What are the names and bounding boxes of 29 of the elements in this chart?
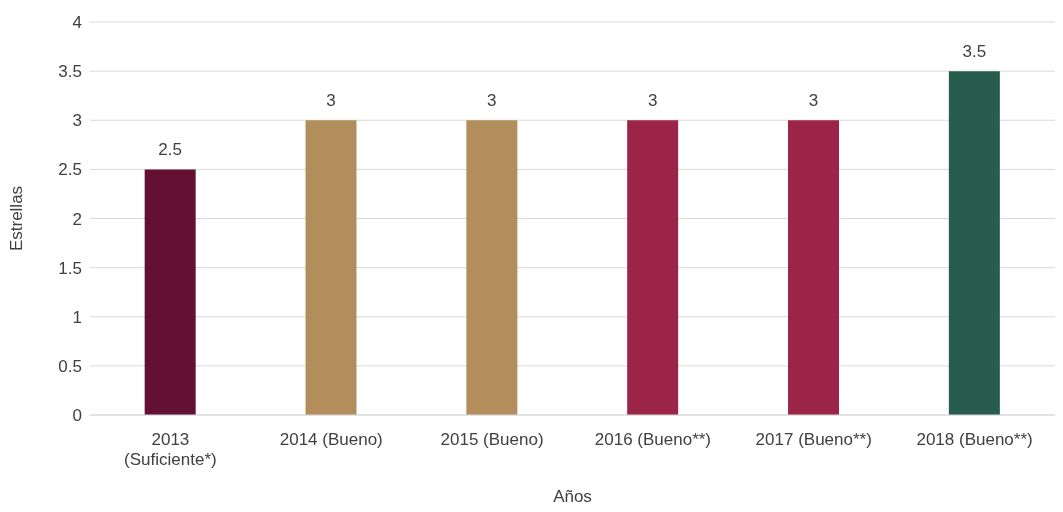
y-tick-label: 0.5 (58, 356, 82, 376)
y-tick-label: 1 (72, 307, 82, 327)
bar (466, 120, 518, 415)
x-tick-label: 2016 (Bueno**) (594, 430, 712, 449)
y-tick-label: 3.5 (58, 62, 82, 82)
data-label: 3 (326, 91, 336, 111)
bar (948, 71, 1000, 415)
x-tick-label: 2013 (Suficiente*) (124, 430, 217, 469)
data-label: 3 (487, 91, 497, 111)
x-axis-title: Años (553, 487, 592, 506)
y-tick-label: 1.5 (58, 258, 82, 278)
bar (627, 120, 679, 415)
bar (788, 120, 840, 415)
data-label: 3 (647, 91, 658, 111)
x-tick-label: 2015 (Bueno) (440, 430, 544, 449)
y-tick-label: 2.5 (58, 160, 82, 180)
data-label: 2.5 (158, 140, 182, 160)
y-tick-label: 4 (72, 13, 82, 33)
y-tick-label: 3 (72, 111, 82, 131)
bar (305, 120, 357, 415)
y-axis-title: Estrellas (7, 185, 27, 252)
y-tick-label: 2 (72, 209, 82, 229)
data-label: 3.5 (962, 42, 987, 62)
x-tick-label: 2014 (Bueno) (279, 430, 383, 449)
x-tick-label: 2017 (Bueno**) (755, 430, 872, 449)
data-label: 3 (808, 91, 819, 111)
x-tick-label: 2018 (Bueno**) (916, 430, 1033, 449)
bar (144, 169, 196, 415)
y-tick-label: 0 (72, 406, 82, 426)
